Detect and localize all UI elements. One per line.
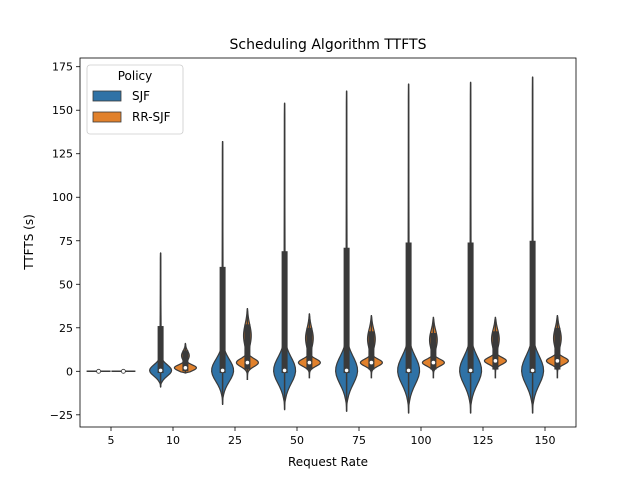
- x-axis-label: Request Rate: [288, 455, 368, 469]
- violin-sjf-50: [273, 102, 297, 411]
- median-marker: [530, 368, 535, 373]
- iqr-box: [343, 247, 350, 374]
- median-marker: [121, 368, 126, 374]
- iqr-box: [405, 242, 412, 374]
- x-tick-label: 75: [352, 434, 366, 447]
- y-tick-label: 100: [52, 191, 73, 204]
- iqr-box: [157, 326, 164, 374]
- y-axis: −25 0 25 50 75 100 125 150 175: [50, 61, 80, 422]
- violin-sjf-150: [521, 76, 545, 414]
- y-axis-label: TTFTS (s): [22, 214, 36, 271]
- legend-label-rr-sjf: RR-SJF: [132, 110, 171, 124]
- y-tick-label: 25: [59, 322, 73, 335]
- median-marker: [282, 368, 287, 373]
- iqr-box: [182, 350, 189, 372]
- median-marker: [307, 360, 312, 365]
- y-tick-label: 0: [66, 365, 73, 378]
- iqr-box: [554, 327, 561, 370]
- legend-label-sjf: SJF: [132, 89, 150, 103]
- plot-area: [86, 76, 570, 414]
- x-tick-label: 25: [228, 434, 242, 447]
- violin-rr-sjf-5: [111, 368, 136, 374]
- median-marker: [158, 368, 163, 373]
- median-marker: [555, 359, 560, 363]
- violin-rr-sjf-100: [421, 316, 445, 379]
- violin-sjf-125: [459, 81, 483, 414]
- x-axis: 5 10 25 50 75 100 125 150: [108, 427, 556, 447]
- x-tick-label: 50: [290, 434, 304, 447]
- violin-sjf-75: [335, 90, 359, 412]
- chart-title: Scheduling Algorithm TTFTS: [230, 37, 427, 53]
- median-marker: [468, 368, 473, 373]
- y-tick-label: 150: [52, 104, 73, 117]
- violin-sjf-10: [148, 252, 173, 388]
- median-marker: [344, 368, 349, 373]
- legend: Policy SJF RR-SJF: [86, 64, 184, 135]
- violin-sjf-5: [86, 368, 111, 374]
- violin-sjf-100: [397, 83, 421, 414]
- iqr-box: [467, 242, 474, 374]
- violin-sjf-25: [211, 140, 235, 405]
- x-tick-label: 100: [411, 434, 432, 447]
- median-marker: [369, 360, 374, 365]
- violin-rr-sjf-25: [235, 308, 259, 381]
- y-tick-label: 175: [52, 61, 73, 74]
- median-marker: [96, 368, 101, 374]
- x-tick-label: 5: [108, 434, 115, 447]
- legend-swatch-sjf: [92, 90, 122, 102]
- y-tick-label: −25: [50, 409, 73, 422]
- iqr-box: [430, 333, 437, 370]
- violin-rr-sjf-125: [483, 316, 508, 379]
- median-marker: [406, 368, 411, 373]
- y-tick-label: 50: [59, 278, 73, 291]
- y-tick-label: 125: [52, 148, 73, 161]
- median-marker: [183, 366, 188, 370]
- y-tick-label: 75: [59, 235, 73, 248]
- legend-title: Policy: [118, 69, 153, 83]
- iqr-box: [529, 240, 536, 374]
- violin-rr-sjf-75: [359, 315, 384, 379]
- median-marker: [493, 359, 498, 363]
- legend-swatch-rr-sjf: [92, 111, 122, 123]
- median-marker: [245, 360, 250, 365]
- x-tick-label: 150: [535, 434, 556, 447]
- violin-rr-sjf-10: [173, 342, 198, 374]
- median-marker: [431, 360, 436, 365]
- iqr-box: [244, 324, 251, 370]
- iqr-box: [368, 331, 375, 370]
- iqr-box: [219, 266, 226, 374]
- x-tick-label: 10: [166, 434, 180, 447]
- iqr-box: [281, 251, 288, 374]
- iqr-box: [492, 331, 499, 370]
- violin-rr-sjf-50: [297, 313, 321, 379]
- median-marker: [220, 368, 225, 373]
- violin-rr-sjf-150: [545, 315, 570, 379]
- plot-frame: [79, 57, 577, 428]
- x-tick-label: 125: [473, 434, 494, 447]
- iqr-box: [306, 327, 313, 370]
